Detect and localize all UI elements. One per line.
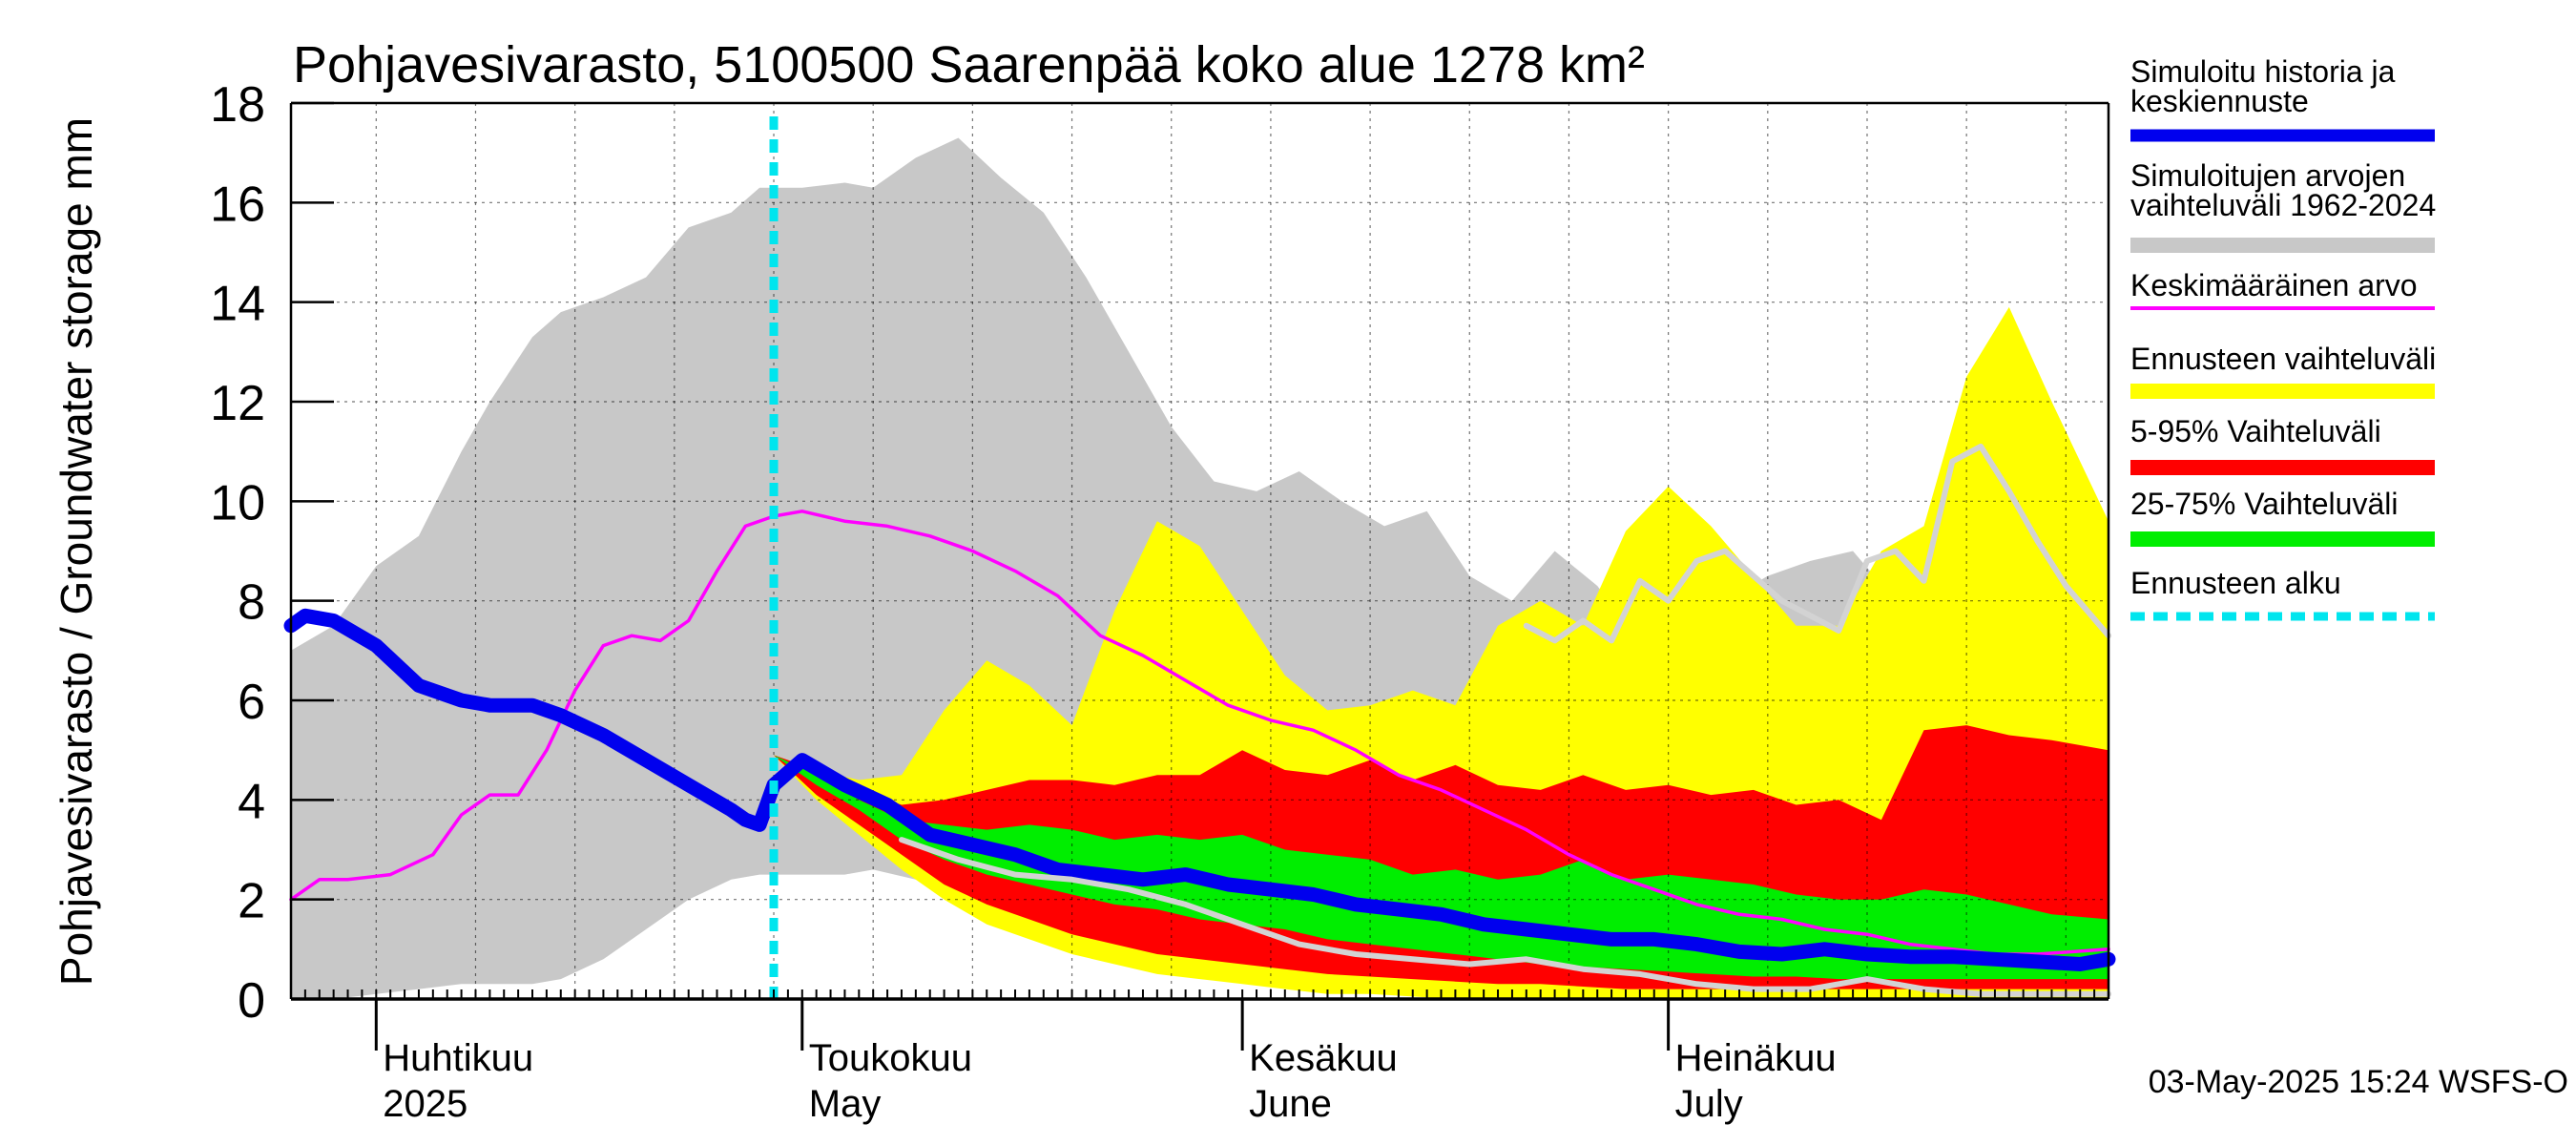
plot-axes: [289, 101, 2110, 1051]
y-tick-label: 10: [210, 475, 265, 531]
timestamp-label: 03-May-2025 15:24 WSFS-O: [2149, 1064, 2568, 1100]
x-month-sublabel: July: [1675, 1083, 1743, 1125]
x-month-label: Heinäkuu: [1675, 1037, 1837, 1079]
x-month-label: Huhtikuu: [383, 1037, 533, 1079]
chart-text: Pohjavesivarasto, 5100500 Saarenpää koko…: [52, 36, 2568, 1125]
plot-lines: [283, 116, 2116, 999]
legend-label: 5-95% Vaihteluväli: [2130, 414, 2381, 448]
legend-label: Simuloitu historia ja: [2130, 54, 2396, 89]
chart-title: Pohjavesivarasto, 5100500 Saarenpää koko…: [293, 36, 1645, 94]
y-tick-label: 6: [238, 675, 265, 730]
y-tick-label: 8: [238, 575, 265, 631]
legend-item-keskim-r-inen-arvo: Keskimääräinen arvo: [2130, 268, 2435, 310]
legend-label: Keskimääräinen arvo: [2130, 268, 2418, 302]
legend: Simuloitu historia jakeskiennusteSimuloi…: [2130, 54, 2436, 621]
y-tick-label: 18: [210, 77, 265, 133]
band-25-75-vaihteluv-li: [774, 755, 2109, 980]
legend-label: Ennusteen vaihteluväli: [2130, 342, 2436, 376]
legend-item-ennusteen-vaihteluv-li: Ennusteen vaihteluväli: [2130, 342, 2436, 399]
y-tick-label: 14: [210, 277, 265, 332]
legend-label: 25-75% Vaihteluväli: [2130, 487, 2398, 521]
legend-label: Ennusteen alku: [2130, 566, 2341, 600]
y-axis-label: Pohjavesivarasto / Groundwater storage m…: [52, 117, 101, 986]
x-month-label: Kesäkuu: [1249, 1037, 1398, 1079]
series-keskim-r-inen-arvo: [289, 510, 2110, 956]
series-forecast-median-grey: [899, 837, 2111, 997]
y-tick-label: 2: [238, 874, 265, 929]
y-tick-label: 16: [210, 177, 265, 232]
x-month-label: Toukokuu: [809, 1037, 972, 1079]
legend-label: Simuloitujen arvojen: [2130, 158, 2405, 193]
series-forecast-upper-grey: [1523, 443, 2111, 644]
legend-label: vaihteluväli 1962-2024: [2130, 188, 2436, 222]
x-month-sublabel: June: [1249, 1083, 1332, 1125]
y-tick-label: 0: [238, 973, 265, 1029]
legend-item-5-95-vaihteluv-li: 5-95% Vaihteluväli: [2130, 414, 2435, 475]
x-month-sublabel: 2025: [383, 1083, 467, 1125]
legend-item-ennusteen-alku: Ennusteen alku: [2130, 566, 2435, 621]
x-month-sublabel: May: [809, 1083, 882, 1125]
y-tick-label: 4: [238, 774, 265, 829]
legend-item-25-75-vaihteluv-li: 25-75% Vaihteluväli: [2130, 487, 2435, 547]
y-tick-label: 12: [210, 376, 265, 431]
series-simuloitu-historia-ja-keskiennuste: [283, 608, 2116, 971]
plot-bands: [291, 137, 2109, 999]
legend-label: keskiennuste: [2130, 84, 2309, 118]
